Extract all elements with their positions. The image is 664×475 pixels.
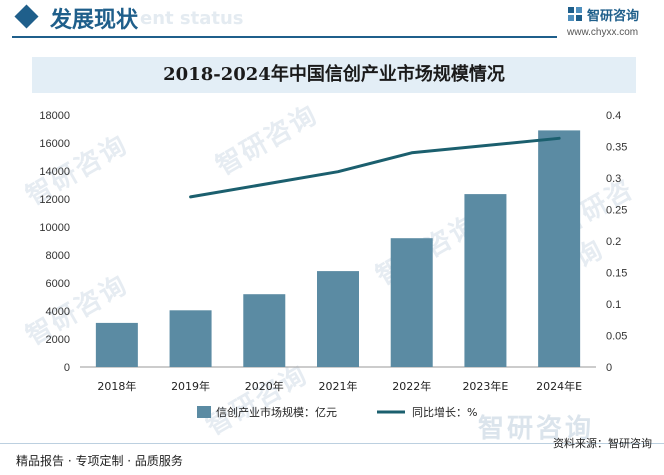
x-tick-label: 2018年 <box>97 379 136 393</box>
section-title: 发展现状 <box>50 8 139 33</box>
x-tick-label: 2020年 <box>245 379 284 393</box>
y-right-tick-label: 0.05 <box>606 331 627 343</box>
y-left-tick-label: 6000 <box>46 278 70 290</box>
series-line <box>189 136 561 199</box>
x-tick-label: 2021年 <box>319 379 358 393</box>
y-right-tick-label: 0.3 <box>606 173 621 185</box>
y-right-tick-label: 0 <box>606 362 612 374</box>
y-left-tick-label: 16000 <box>39 138 70 150</box>
bar <box>317 271 359 367</box>
x-tick-label: 2023年E <box>462 379 508 393</box>
y-left-tick-label: 18000 <box>39 110 70 122</box>
logo-icon <box>568 7 582 21</box>
y-right-tick-label: 0.35 <box>606 142 627 154</box>
y-left-tick-label: 12000 <box>39 194 70 206</box>
chart: 0 2000 4000 6000 8000 10000 12000 14000 16000 180… <box>39 110 627 419</box>
chart-title-band: 2018-2024年中国信创产业市场规模情况 <box>32 57 636 93</box>
bar <box>169 310 212 367</box>
legend-label: 信创产业市场规模：亿元 <box>216 405 337 419</box>
section-subtitle-ghost: ent status <box>140 8 244 29</box>
y-left-tick-label: 2000 <box>46 334 70 346</box>
page-header: 发展现状 ent status 智研咨询 www.chyxx.com <box>0 0 664 44</box>
source-note: 资料来源：智研咨询 <box>553 437 652 450</box>
x-tick-label: 2022年 <box>392 379 431 393</box>
legend-swatch-bar <box>197 406 211 418</box>
y-right-tick-label: 0.2 <box>606 236 621 248</box>
y-right-tick-label: 0.1 <box>606 299 621 311</box>
y-left-tick-label: 10000 <box>39 222 70 234</box>
brand-logo: 智研咨询 www.chyxx.com <box>567 5 659 39</box>
bar <box>95 322 138 367</box>
bar <box>464 194 507 367</box>
bar <box>243 294 286 367</box>
header-divider <box>12 36 557 38</box>
bar <box>538 130 581 367</box>
y-right-tick-label: 0.15 <box>606 268 627 280</box>
bar <box>390 238 433 367</box>
chart-title: 2018-2024年中国信创产业市场规模情况 <box>163 64 505 85</box>
y-left-tick-label: 8000 <box>46 250 70 262</box>
y-right-tick-label: 0.4 <box>606 110 621 122</box>
page-footer: 智研咨询 资料来源：智研咨询 精品报告 · 专项定制 · 品质服务 <box>0 414 664 475</box>
y-left-tick-label: 14000 <box>39 166 70 178</box>
logo-name: 智研咨询 <box>587 9 640 24</box>
legend-label: 同比增长：% <box>412 405 477 419</box>
y-left-tick-label: 4000 <box>46 306 70 318</box>
footer-divider <box>0 443 664 444</box>
footer-brand: 智研咨询 <box>478 414 595 444</box>
logo-url: www.chyxx.com <box>567 27 639 38</box>
x-tick-label: 2024年E <box>536 379 582 393</box>
x-tick-label: 2019年 <box>171 379 210 393</box>
y-left-tick-label: 0 <box>64 362 70 374</box>
y-right-tick-label: 0.25 <box>606 205 627 217</box>
footer-tagline: 精品报告 · 专项定制 · 品质服务 <box>16 454 183 468</box>
